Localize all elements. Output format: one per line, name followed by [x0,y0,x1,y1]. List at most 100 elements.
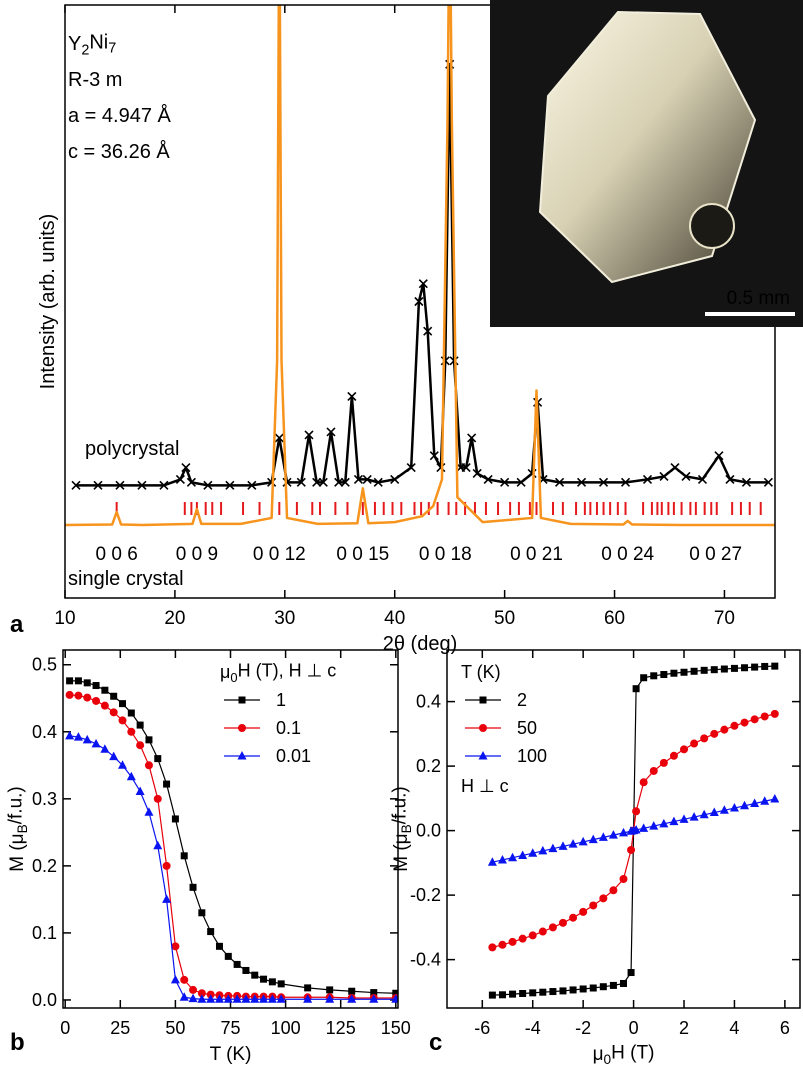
y-tick-label: 0.5 [32,655,57,675]
data-point [599,983,607,991]
data-point [189,883,197,891]
data-point [568,839,578,848]
data-point [118,716,127,725]
data-point [632,685,640,693]
legend-label: 100 [517,746,547,766]
data-point [436,462,446,473]
data-point [276,994,286,1003]
data-point [649,821,659,830]
data-point [92,696,101,705]
data-point [66,677,74,685]
data-point [241,994,251,1003]
data-point [296,477,306,487]
data-point [725,474,735,484]
data-point [83,693,92,702]
data-point [488,943,497,952]
data-point [251,971,259,979]
x-axis-label: μ0H (T) [593,1042,655,1067]
data-point [449,356,459,366]
data-point [137,480,147,490]
data-point [197,994,207,1003]
x-tick-label: 150 [381,1018,411,1038]
data-point [373,477,383,487]
data-point [627,969,635,977]
data-point [741,477,751,487]
data-point [750,715,759,724]
x-tick-label: 2 [679,1018,689,1038]
y-axis-label: Intensity (arb. units) [37,214,59,390]
data-point [578,836,588,846]
data-point [670,462,680,473]
data-point [154,755,162,763]
data-point [670,669,678,677]
data-point [126,771,136,781]
data-point [730,721,739,730]
legend-note: H ⊥ c [461,776,509,796]
data-point [274,433,284,443]
data-point [198,909,206,917]
data-point [423,326,433,336]
legend-label: 1 [276,690,286,710]
data-point [318,477,328,487]
data-point [162,861,171,870]
data-point [518,850,528,859]
data-point [180,975,189,984]
x-tick-label: -2 [575,1018,591,1038]
data-point [353,474,364,484]
data-point [589,901,598,910]
data-point [598,477,609,487]
data-point [679,814,689,823]
peak-label: 0 0 15 [336,544,389,565]
data-point [576,477,587,487]
data-point [418,279,428,289]
y-axis-label: M (μB/f.u.) [5,786,30,872]
data-point [180,852,188,860]
data-point [159,480,169,490]
legend-label: 2 [517,690,527,710]
data-point [483,474,493,484]
data-point [260,975,268,983]
data-point [669,816,679,826]
data-point [763,477,773,487]
data-point [312,477,322,487]
data-point [690,739,699,748]
x-tick-label: 70 [714,608,735,629]
data-point [362,474,372,484]
data-point [549,988,557,996]
data-point [558,918,567,927]
data-point [233,960,241,968]
data-point [631,824,641,834]
data-point [83,679,91,687]
data-point [555,477,565,487]
x-tick-label: 6 [780,1018,790,1038]
data-point [223,994,233,1003]
data-point [127,709,135,717]
data-point [197,989,206,998]
data-point [699,809,709,819]
data-point [770,794,780,803]
data-point [390,474,400,484]
x-tick-label: -4 [525,1018,541,1038]
peak-label: 0 0 24 [601,544,654,565]
data-point [136,741,145,750]
data-point [347,994,357,1003]
series-line [69,694,396,999]
data-point [508,937,517,946]
data-point [189,985,198,994]
data-point [569,913,578,922]
data-point [609,886,618,895]
data-point [488,991,496,999]
data-point [238,696,246,704]
data-point [569,986,577,994]
peak-label: 0 0 21 [510,544,563,565]
peak-label: 0 0 12 [253,544,306,565]
data-point [186,477,196,487]
data-point [467,433,477,443]
data-point [599,894,608,903]
data-point [91,738,101,748]
data-point [347,391,357,401]
data-point [681,471,691,482]
data-point [267,994,277,1003]
data-point [325,994,335,1003]
data-point [207,928,215,936]
